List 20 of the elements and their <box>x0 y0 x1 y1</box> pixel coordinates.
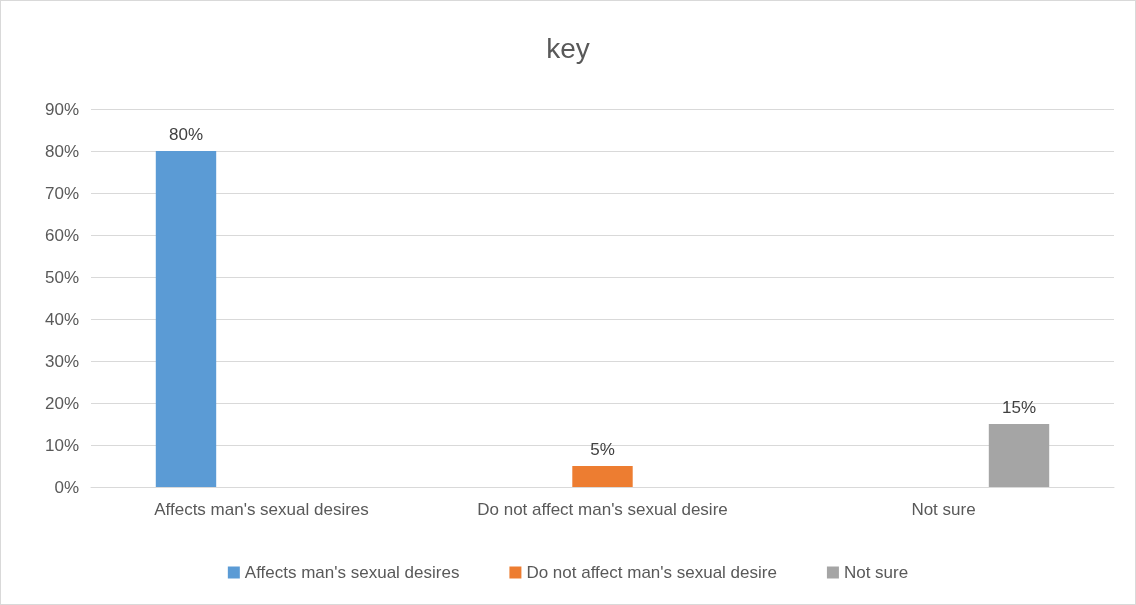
x-tick-label: Affects man's sexual desires <box>154 500 369 519</box>
y-tick-label: 0% <box>54 477 79 497</box>
y-tick-label: 30% <box>44 351 79 371</box>
data-label: 80% <box>168 125 204 144</box>
y-tick-label: 40% <box>44 309 79 329</box>
x-tick-label: Not sure <box>911 500 976 519</box>
chart-title: key <box>546 32 590 64</box>
data-label: 15% <box>1001 398 1037 417</box>
y-tick-label: 80% <box>44 141 79 161</box>
legend-label: Affects man's sexual desires <box>244 563 460 582</box>
y-tick-label: 10% <box>44 435 79 455</box>
y-tick-label: 60% <box>44 225 79 245</box>
y-tick-label: 20% <box>44 393 79 413</box>
y-tick-label: 70% <box>44 183 79 203</box>
y-tick-label: 90% <box>44 99 79 119</box>
legend-label: Not sure <box>843 563 909 582</box>
x-tick-label: Do not affect man's sexual desire <box>477 500 728 519</box>
data-label: 5% <box>590 440 615 459</box>
y-tick-label: 50% <box>44 267 79 287</box>
legend-label: Do not affect man's sexual desire <box>526 563 777 582</box>
